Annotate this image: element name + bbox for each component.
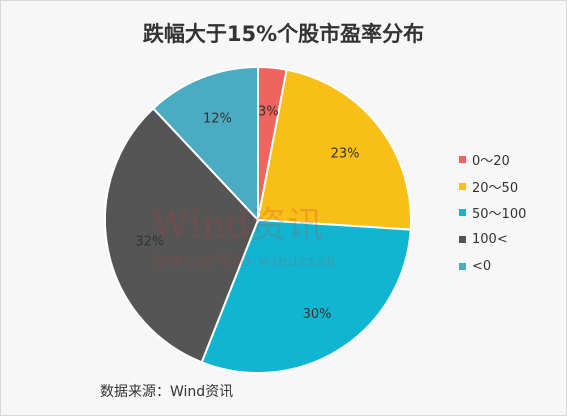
legend-item-2: 50～100 [459,200,526,227]
legend-item-1: 20～50 [459,173,526,200]
pie-slice-3 [104,107,260,364]
legend-item-3: 100< [459,226,526,253]
legend-label-1: 20～50 [472,180,519,196]
watermark-brand: Wind资讯 [152,205,325,246]
watermark: Wind资讯 微信公众号ID:windzxsh [152,196,337,271]
legend-label-2: 50～100 [472,207,527,223]
legend-label-0: 0～20 [472,153,510,169]
pie-label-0: 3% [258,104,279,119]
legend-swatch-3 [459,236,466,244]
legend-swatch-2 [459,209,466,217]
pie-slice-4 [151,65,259,223]
legend-label-3: 100< [472,232,508,248]
legend-swatch-4 [459,263,466,271]
watermark-wechat-id: 微信公众号ID:windzxsh [152,252,337,270]
chart-title: 跌幅大于15%个股市盈率分布 [142,22,425,46]
pie-slice-1 [256,68,412,231]
pie-label-1: 23% [331,146,360,161]
legend-item-4: <0 [459,253,526,280]
pie-label-3: 32% [135,235,164,250]
pie-label-4: 12% [203,112,232,127]
legend-label-4: <0 [472,259,492,275]
pie-slice-2 [200,218,412,374]
legend-item-0: 0～20 [459,146,526,173]
source-note: 数据来源：Wind资讯 [100,384,234,400]
pie-label-2: 30% [303,307,332,322]
legend: 0～20 20～50 50～100 100< <0 [459,146,526,280]
legend-swatch-1 [459,182,466,190]
legend-swatch-0 [459,155,466,163]
